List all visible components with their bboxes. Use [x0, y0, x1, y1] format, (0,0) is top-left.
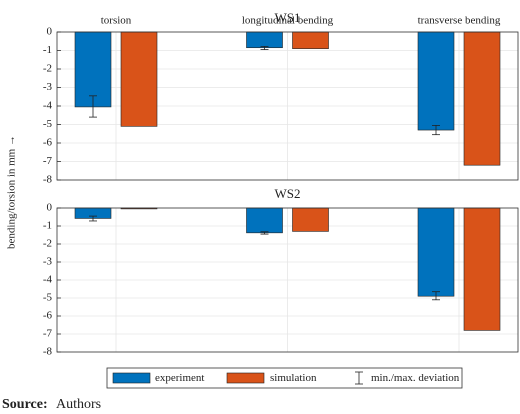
y-tick-label: -4 — [43, 100, 53, 112]
bar — [246, 207, 283, 234]
bar — [417, 207, 455, 297]
source-label: Source: — [2, 397, 48, 412]
legend-label: min./max. deviation — [371, 372, 460, 384]
y-tick-label: -3 — [43, 256, 53, 268]
bar — [463, 31, 501, 166]
bar — [246, 31, 283, 49]
legend-swatch — [226, 372, 265, 384]
y-axis-label: bending/torsion in mm → — [6, 135, 18, 249]
y-tick-label: -6 — [43, 310, 53, 322]
axes-box — [56, 207, 519, 353]
y-tick-label: -1 — [43, 220, 52, 232]
legend-swatch — [112, 372, 151, 384]
bar — [292, 31, 329, 49]
y-tick-label: -8 — [43, 174, 53, 186]
y-tick-label: 0 — [47, 26, 53, 38]
legend-label: simulation — [270, 372, 317, 384]
source: Authors — [56, 397, 101, 412]
bar — [120, 31, 158, 127]
y-tick-label: -7 — [43, 328, 53, 340]
chart-title: WS2 — [275, 186, 301, 201]
y-tick-label: -7 — [43, 155, 53, 167]
y-tick-label: -4 — [43, 274, 53, 286]
category-label: torsion — [101, 15, 132, 27]
chart-title: WS1 — [275, 10, 301, 25]
bar — [417, 31, 455, 131]
y-tick-label: -6 — [43, 137, 53, 149]
y-tick-label: -2 — [43, 63, 52, 75]
y-tick-label: -8 — [43, 346, 53, 358]
category-label: longitudinal bending — [242, 15, 334, 27]
axes-box — [56, 31, 519, 181]
legend-label: experiment — [155, 372, 204, 384]
y-tick-label: -1 — [43, 44, 52, 56]
legend-box — [106, 367, 463, 389]
bar — [292, 207, 329, 232]
category-label: transverse bending — [418, 15, 501, 27]
y-tick-label: -3 — [43, 81, 53, 93]
y-tick-label: -5 — [43, 118, 53, 130]
y-tick-label: -2 — [43, 238, 52, 250]
bar — [463, 207, 501, 331]
y-tick-label: 0 — [47, 202, 53, 214]
bar — [74, 31, 112, 108]
y-tick-label: -5 — [43, 292, 53, 304]
